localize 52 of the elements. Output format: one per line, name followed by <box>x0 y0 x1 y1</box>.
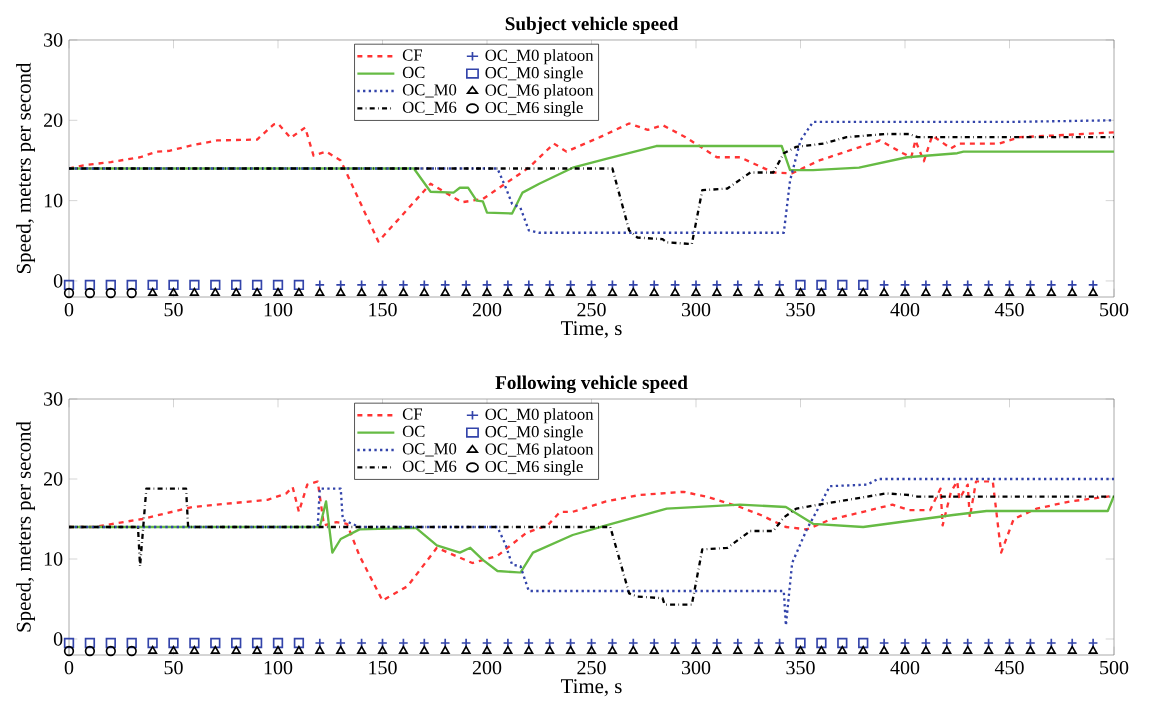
legend-label: OC_M6 platoon <box>485 442 594 459</box>
x-tick-label: 150 <box>369 302 397 317</box>
legend-label: OC_M6 platoon <box>485 83 594 100</box>
legend-label: OC <box>402 66 425 79</box>
x-tick-label: 300 <box>681 660 711 675</box>
x-tick-label: 50 <box>164 302 183 317</box>
x-tick-label: 350 <box>786 660 815 675</box>
legend-label: OC_M0 <box>402 443 457 457</box>
legend-label: OC_M6 <box>402 460 457 474</box>
legend-label: OC_M0 <box>402 84 457 98</box>
x-tick-label: 500 <box>1100 302 1129 317</box>
x-tick-label: 300 <box>681 302 711 317</box>
x-axis-title: Time, s <box>560 679 622 697</box>
legend-label: OC_M0 platoon <box>485 408 594 424</box>
x-tick-label: 350 <box>786 302 815 317</box>
legend-label: OC <box>402 425 425 438</box>
x-tick-label: 500 <box>1100 660 1129 675</box>
legend-label: CF <box>402 408 422 420</box>
y-tick-label: 30 <box>44 33 63 47</box>
x-axis-title: Time, s <box>560 321 622 339</box>
legend-label: OC_M0 single <box>485 425 583 441</box>
x-tick-label: 0 <box>64 660 74 675</box>
y-tick-label: 0 <box>53 632 63 646</box>
x-tick-label: 250 <box>577 302 606 317</box>
legend-label: OC_M0 single <box>485 66 583 82</box>
x-tick-label: 250 <box>577 660 606 675</box>
chart-title: Following vehicle speed <box>495 375 688 394</box>
y-tick-label: 0 <box>53 274 63 288</box>
legend-label: OC_M0 platoon <box>485 49 594 65</box>
legend-label: OC_M6 single <box>485 101 583 117</box>
x-tick-label: 100 <box>264 660 293 675</box>
y-tick-label: 20 <box>44 113 63 128</box>
x-tick-label: 0 <box>64 302 74 317</box>
legend-label: CF <box>402 49 422 61</box>
y-axis-title: Speed, meters per second <box>16 421 36 632</box>
x-tick-label: 450 <box>994 660 1024 675</box>
x-tick-label: 50 <box>164 660 183 675</box>
x-tick-label: 100 <box>264 302 293 317</box>
x-tick-label: 400 <box>890 302 920 317</box>
x-tick-label: 200 <box>472 660 502 675</box>
legend-label: OC_M6 <box>402 101 457 115</box>
x-tick-label: 200 <box>472 302 502 317</box>
x-tick-label: 400 <box>890 660 920 675</box>
x-tick-label: 150 <box>369 660 397 675</box>
chart-title: Subject vehicle speed <box>505 16 679 35</box>
y-tick-label: 10 <box>44 552 63 566</box>
x-tick-label: 450 <box>994 302 1024 317</box>
legend-label: OC_M6 single <box>485 460 583 476</box>
y-axis-title: Speed, meters per second <box>16 62 36 273</box>
y-tick-label: 10 <box>44 193 63 208</box>
y-tick-label: 20 <box>44 472 63 486</box>
y-tick-label: 30 <box>44 392 63 406</box>
